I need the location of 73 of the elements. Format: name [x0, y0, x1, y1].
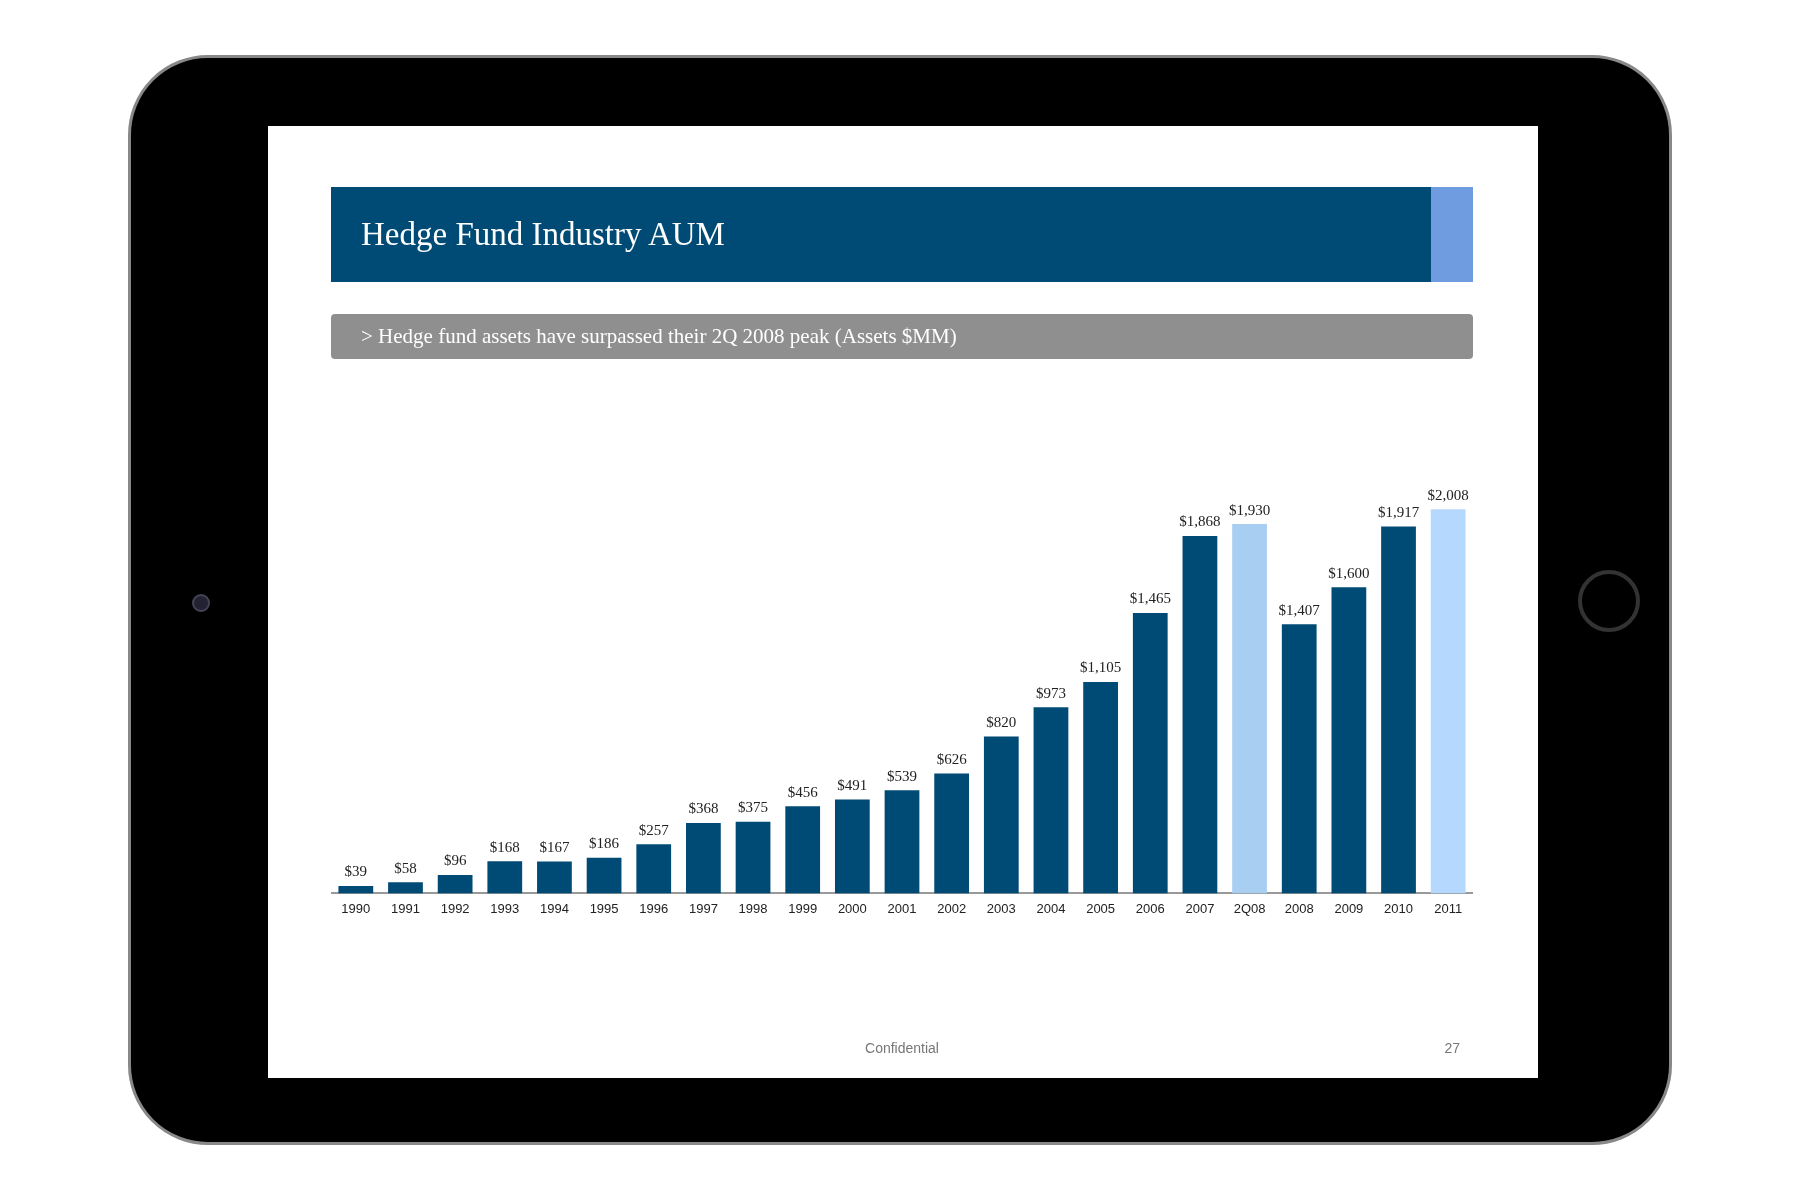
x-tick-label: 2002 — [937, 900, 967, 916]
bar — [686, 822, 721, 894]
bar — [735, 821, 771, 894]
data-label: $167 — [539, 838, 570, 855]
bar — [636, 844, 672, 894]
data-label: $456 — [787, 783, 819, 800]
data-label: $168 — [489, 838, 520, 855]
x-tick-label: 1994 — [539, 900, 569, 916]
bar — [785, 806, 821, 894]
chart-title: Hedge Fund Industry AUM — [331, 187, 1431, 282]
bar — [1132, 613, 1168, 894]
bar — [586, 857, 622, 894]
x-tick-label: 1991 — [391, 900, 420, 916]
x-tick-label: 1995 — [589, 900, 619, 916]
data-label: $491 — [837, 776, 868, 793]
x-tick-label: 2001 — [887, 900, 917, 916]
bar — [388, 882, 423, 894]
text: Confidential — [865, 1040, 939, 1056]
x-tick-label: 2004 — [1036, 900, 1066, 916]
bar — [1281, 624, 1317, 894]
bar — [934, 773, 970, 894]
x-tick-label: 2011 — [1434, 900, 1463, 916]
data-label: $368 — [688, 800, 719, 817]
text: 27 — [1444, 1040, 1460, 1056]
x-tick-label: 2Q08 — [1233, 900, 1266, 916]
x-tick-label: 1992 — [440, 900, 470, 916]
x-tick-label: 2007 — [1185, 900, 1215, 916]
x-tick-label: 2008 — [1284, 900, 1314, 916]
x-tick-label: 1996 — [639, 900, 669, 916]
bar — [834, 799, 870, 894]
x-tick-label: 1990 — [341, 900, 371, 916]
data-label: $1,930 — [1228, 501, 1271, 518]
data-label: $539 — [887, 767, 917, 784]
bar — [1083, 681, 1118, 894]
x-tick-label: 2005 — [1086, 900, 1116, 916]
data-label: $1,917 — [1377, 504, 1420, 520]
data-label: $973 — [1035, 684, 1066, 701]
x-tick-label: 2000 — [837, 900, 867, 916]
bar — [1381, 526, 1416, 894]
x-tick-label: 2009 — [1334, 900, 1364, 916]
data-label: $1,868 — [1179, 513, 1221, 530]
x-tick-label: 1998 — [738, 900, 768, 916]
data-label: $39 — [344, 863, 368, 880]
bar — [1033, 707, 1069, 894]
bar — [884, 790, 920, 894]
bar — [437, 875, 473, 894]
bar — [1331, 587, 1367, 894]
bar — [537, 861, 572, 894]
data-label: $375 — [738, 799, 769, 816]
x-tick-label: 2003 — [986, 900, 1016, 916]
data-label: $1,600 — [1328, 564, 1370, 581]
bar — [487, 861, 523, 894]
chart-subtitle: > Hedge fund assets have surpassed their 2Q 2008 peak (Assets $MM) — [331, 314, 1473, 359]
bar — [1232, 524, 1267, 894]
data-label: $186 — [589, 835, 620, 852]
data-label: $96 — [443, 852, 467, 869]
x-tick-label: 2010 — [1384, 900, 1413, 916]
data-label: $58 — [394, 859, 417, 876]
data-label: $626 — [936, 751, 968, 768]
data-label: $1,407 — [1278, 601, 1321, 618]
data-label: $2,008 — [1427, 486, 1469, 503]
data-label: $257 — [638, 821, 670, 838]
x-tick-label: 1993 — [490, 900, 520, 916]
bar — [338, 885, 374, 894]
data-label: $820 — [986, 713, 1017, 730]
x-tick-label: 2006 — [1135, 900, 1165, 916]
bar — [983, 736, 1019, 894]
x-tick-label: 1999 — [788, 900, 818, 916]
bar — [1182, 535, 1218, 894]
x-tick-label: 1997 — [688, 900, 718, 916]
data-label: $1,105 — [1079, 659, 1122, 676]
bar — [1430, 509, 1466, 894]
data-label: $1,465 — [1129, 590, 1171, 607]
